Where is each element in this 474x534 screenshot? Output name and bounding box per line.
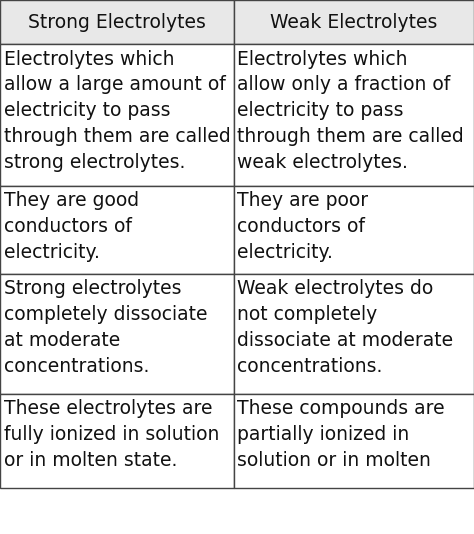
- Bar: [234, 394, 474, 488]
- Text: They are poor
conductors of
electricity.: They are poor conductors of electricity.: [237, 191, 369, 262]
- Text: These compounds are
partially ionized in
solution or in molten: These compounds are partially ionized in…: [237, 399, 445, 470]
- Text: Electrolytes which
allow only a fraction of
electricity to pass
through them are: Electrolytes which allow only a fraction…: [237, 50, 464, 171]
- Text: Strong Electrolytes: Strong Electrolytes: [28, 13, 206, 32]
- Text: Weak electrolytes do
not completely
dissociate at moderate
concentrations.: Weak electrolytes do not completely diss…: [237, 279, 454, 375]
- Text: Electrolytes which
allow a large amount of
electricity to pass
through them are : Electrolytes which allow a large amount …: [4, 50, 230, 171]
- Text: They are good
conductors of
electricity.: They are good conductors of electricity.: [4, 191, 139, 262]
- Text: Weak Electrolytes: Weak Electrolytes: [270, 13, 438, 32]
- Bar: [234, 0, 474, 44]
- Bar: [0, 394, 234, 488]
- Bar: [0, 44, 234, 186]
- Bar: [0, 0, 234, 44]
- Text: These electrolytes are
fully ionized in solution
or in molten state.: These electrolytes are fully ionized in …: [4, 399, 219, 470]
- Bar: [0, 274, 234, 394]
- Bar: [234, 274, 474, 394]
- Bar: [234, 44, 474, 186]
- Text: Strong electrolytes
completely dissociate
at moderate
concentrations.: Strong electrolytes completely dissociat…: [4, 279, 207, 375]
- Bar: [234, 186, 474, 274]
- Bar: [0, 186, 234, 274]
